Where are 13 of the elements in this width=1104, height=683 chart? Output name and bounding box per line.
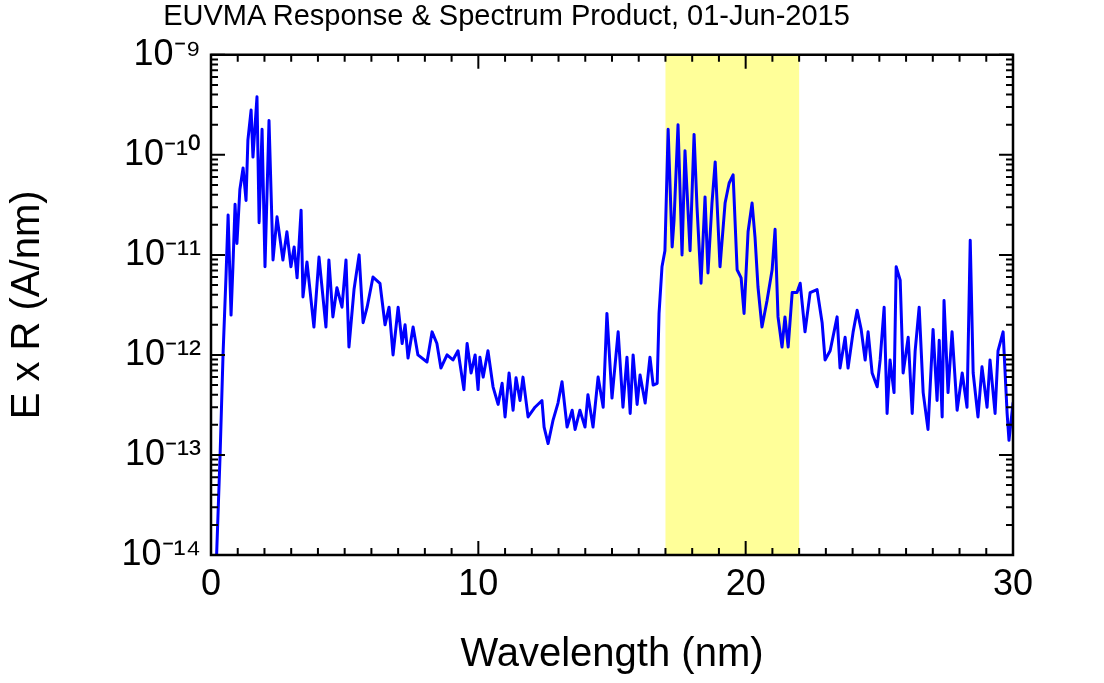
- x-tick-label: 20: [725, 561, 766, 603]
- x-tick-label: 0: [200, 561, 222, 603]
- y-tick-label: 10⁻¹²: [124, 331, 201, 373]
- x-axis-title: Wavelength (nm): [460, 630, 764, 675]
- x-tick-label: 10: [458, 561, 499, 603]
- y-tick-label: 10⁻¹³: [124, 431, 201, 473]
- y-axis-title: E x R (A/nm): [3, 190, 48, 420]
- y-tick-label: 10⁻¹⁰: [123, 131, 201, 173]
- chart-title: EUVMA Response & Spectrum Product, 01-Jun-2015: [163, 0, 850, 32]
- y-tick-label: 10⁻¹¹: [124, 231, 201, 273]
- y-tick-label: 10⁻¹⁴: [121, 531, 201, 573]
- x-tick-label: 30: [992, 561, 1034, 603]
- y-tick-label: 10⁻⁹: [133, 31, 201, 73]
